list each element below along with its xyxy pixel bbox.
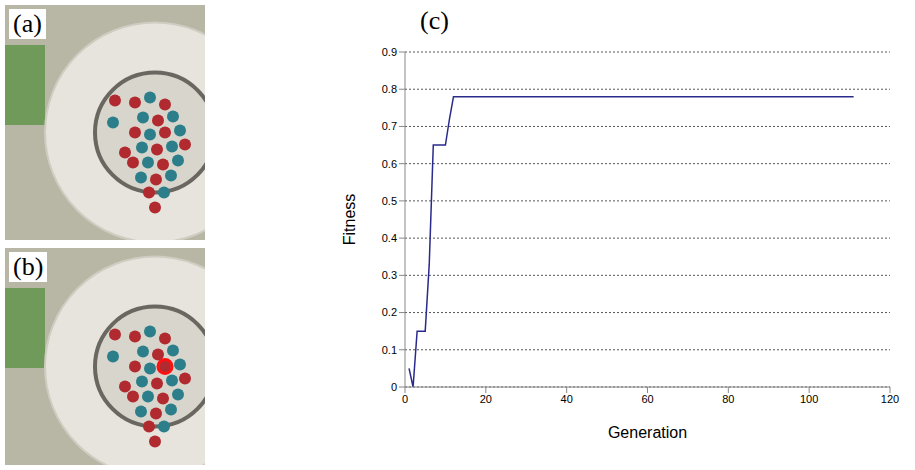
svg-text:Fitness: Fitness (341, 194, 358, 246)
svg-text:80: 80 (722, 393, 734, 405)
svg-text:0: 0 (391, 381, 397, 393)
html-text:(a): (a) (13, 9, 42, 38)
html-text:(b): (b) (13, 252, 44, 281)
svg-text:0.4: 0.4 (382, 232, 397, 244)
svg-text:0.5: 0.5 (382, 195, 397, 207)
svg-text:0.6: 0.6 (382, 158, 397, 170)
svg-text:Generation: Generation (608, 424, 687, 441)
svg-text:0.7: 0.7 (382, 120, 397, 132)
svg-text:0.1: 0.1 (382, 344, 397, 356)
svg-text:0.8: 0.8 (382, 83, 397, 95)
svg-text:40: 40 (561, 393, 573, 405)
svg-text:0: 0 (402, 393, 408, 405)
svg-text:0.2: 0.2 (382, 306, 397, 318)
svg-text:120: 120 (881, 393, 899, 405)
html-text:(c): (c) (420, 6, 449, 35)
svg-text:60: 60 (641, 393, 653, 405)
svg-text:20: 20 (480, 393, 492, 405)
svg-text:0.9: 0.9 (382, 46, 397, 58)
svg-text:0.3: 0.3 (382, 269, 397, 281)
svg-text:100: 100 (800, 393, 818, 405)
